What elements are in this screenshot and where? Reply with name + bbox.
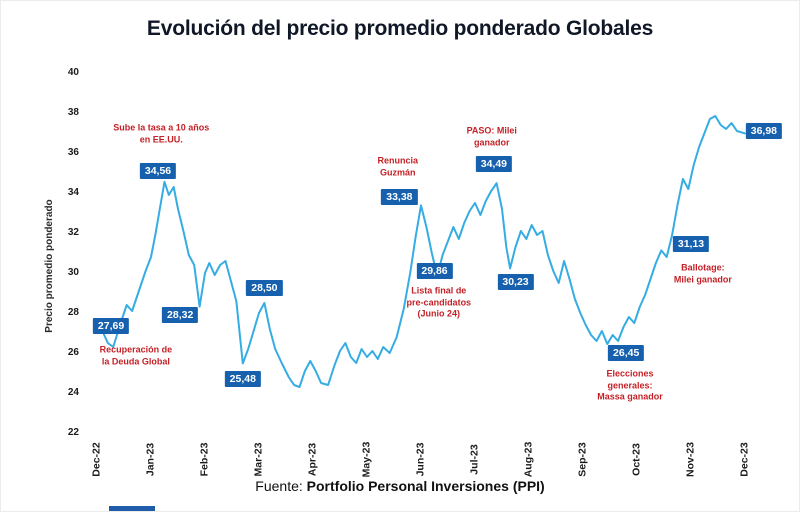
x-tick-label: Jan-23 xyxy=(144,442,157,477)
y-tick-label: 34 xyxy=(67,187,79,198)
data-label: 27,69 xyxy=(92,318,130,334)
annotation-line: en EE.UU. xyxy=(139,134,183,144)
y-tick-label: 40 xyxy=(67,67,79,78)
x-tick-label: Feb-23 xyxy=(198,442,211,477)
annotation-line: Sube la tasa a 10 años xyxy=(113,122,210,133)
annotation-line: Ballotage: xyxy=(681,262,725,273)
y-tick-label: 22 xyxy=(67,427,79,438)
chart-title: Evolución del precio promedio ponderado … xyxy=(146,17,654,40)
annotation: Renuncia Guzmán xyxy=(378,155,419,178)
annotation-line: (Junio 24) xyxy=(417,308,461,319)
data-label: 28,50 xyxy=(246,280,283,296)
data-label: 36,98 xyxy=(745,123,783,139)
annotation-line: la Deuda Global xyxy=(101,356,170,366)
y-tick-label: 32 xyxy=(67,227,79,238)
annotation-line: pre-candidatos xyxy=(406,297,472,308)
annotation-line: Milei ganador xyxy=(673,274,732,284)
x-tick-label: May-23 xyxy=(360,441,373,478)
annotation-line: Guzmán xyxy=(380,167,416,177)
data-label: 31,13 xyxy=(672,236,710,252)
x-tick-label: Dec-23 xyxy=(738,442,751,477)
data-label: 25,48 xyxy=(224,371,261,387)
y-tick-label: 30 xyxy=(67,267,79,278)
y-tick-label: 36 xyxy=(67,147,79,158)
data-label: 34,49 xyxy=(475,156,513,172)
data-label: 34,56 xyxy=(139,163,177,179)
annotation: Ballotage: Milei ganador xyxy=(674,262,732,285)
x-tick-label: Sep-23 xyxy=(576,442,589,477)
data-label: 29,86 xyxy=(416,263,453,279)
annotation: Recuperación de la Deuda Global xyxy=(100,344,173,367)
source-caption-prefix: Fuente: xyxy=(255,478,307,494)
annotation: Elecciones generales: Massa ganador xyxy=(597,368,663,403)
annotation-line: Renuncia xyxy=(377,155,419,166)
annotation-line: generales: xyxy=(607,380,653,391)
y-tick-label: 28 xyxy=(67,307,79,318)
y-tick-label: 26 xyxy=(67,347,79,358)
x-tick-label: Dec-22 xyxy=(90,442,103,477)
data-label: 26,45 xyxy=(608,345,645,361)
x-tick-label: Jul-23 xyxy=(468,444,481,475)
annotation-line: PASO: Milei xyxy=(466,125,517,136)
x-tick-label: Jun-23 xyxy=(414,442,427,477)
data-label: 33,38 xyxy=(381,189,418,205)
data-label: 28,32 xyxy=(162,307,199,323)
x-tick-label: Mar-23 xyxy=(252,442,265,477)
source-caption: Fuente: Portfolio Personal Inversiones (… xyxy=(1,478,799,494)
y-tick-label: 38 xyxy=(67,107,79,118)
x-tick-label: Oct-23 xyxy=(630,443,643,476)
partial-banner xyxy=(109,506,155,511)
source-caption-name: Portfolio Personal Inversiones (PPI) xyxy=(306,478,545,494)
annotation-line: Lista final de xyxy=(411,285,467,296)
x-tick-label: Apr-23 xyxy=(306,442,319,477)
price-line xyxy=(96,115,746,388)
annotation-line: Recuperación de xyxy=(99,344,173,355)
x-tick-label: Nov-23 xyxy=(684,442,697,478)
annotation-line: Massa ganador xyxy=(597,391,663,402)
data-label: 30,23 xyxy=(497,274,534,290)
y-tick-label: 24 xyxy=(67,387,79,398)
annotation-line: Elecciones xyxy=(606,368,654,379)
annotation: Sube la tasa a 10 años en EE.UU. xyxy=(113,122,209,145)
annotation-line: ganador xyxy=(473,137,510,147)
annotation: Lista final de pre-candidatos (Junio 24) xyxy=(407,285,472,320)
x-tick-label: Aug-23 xyxy=(522,441,535,478)
annotation: PASO: Milei ganador xyxy=(467,125,517,148)
